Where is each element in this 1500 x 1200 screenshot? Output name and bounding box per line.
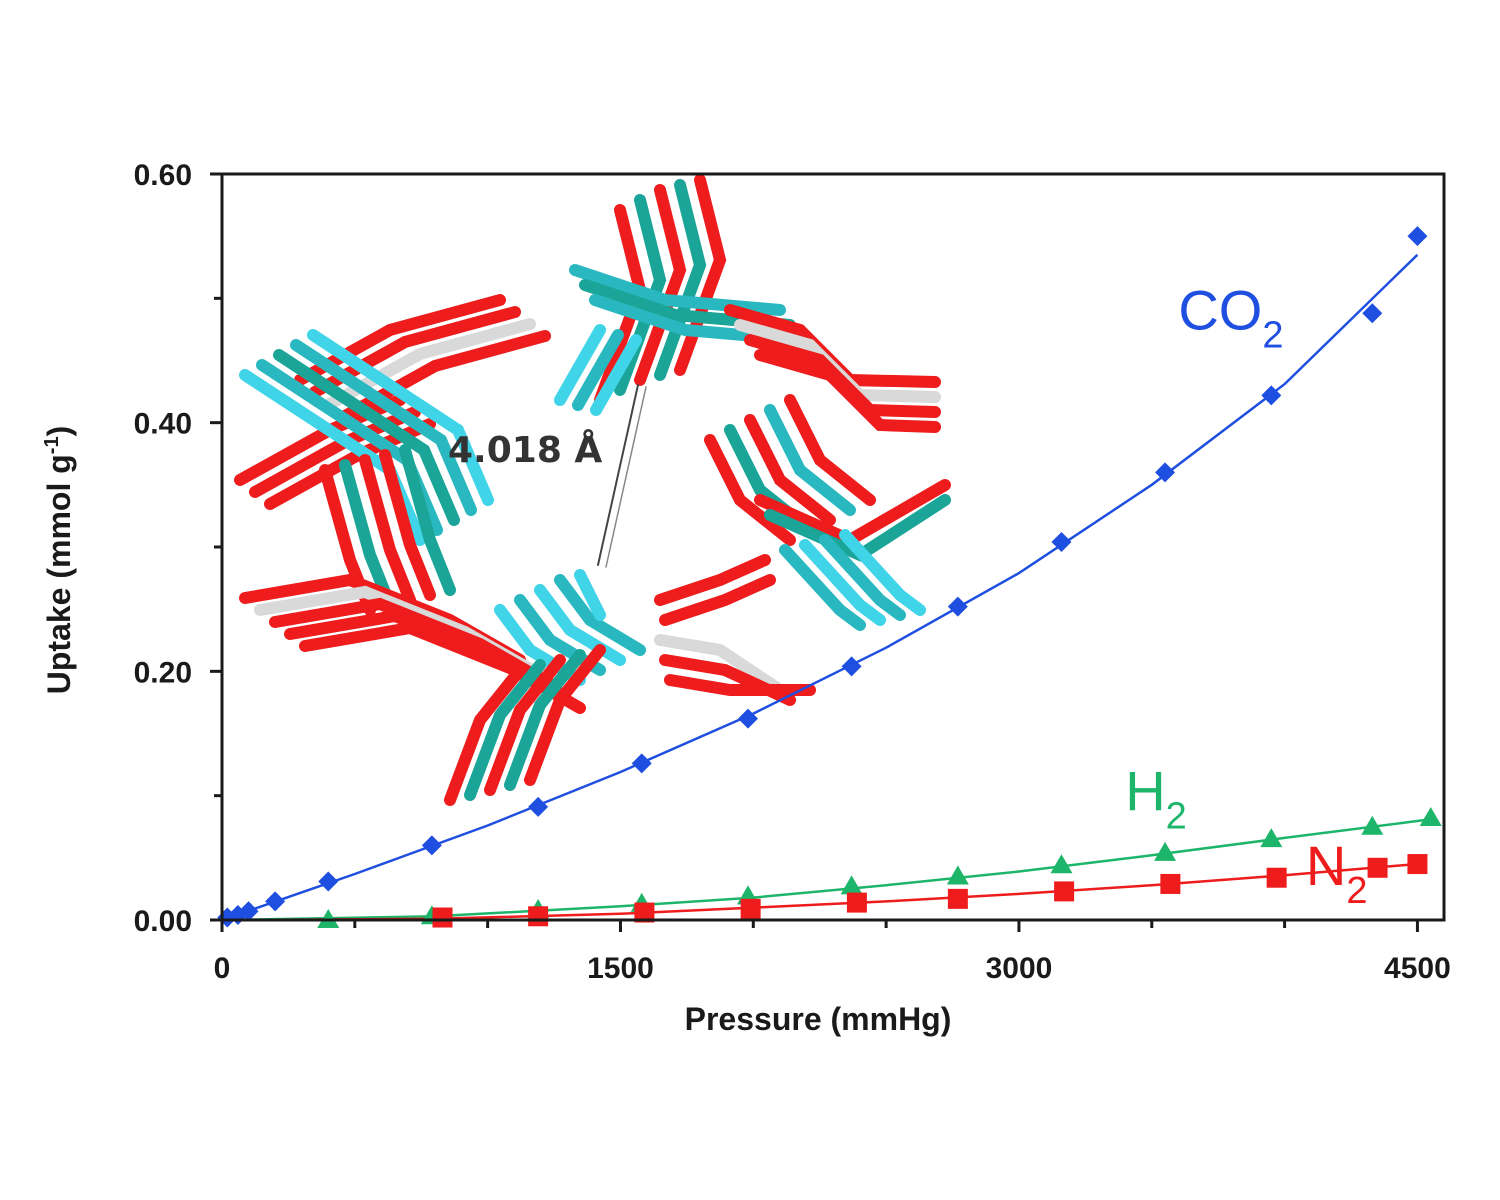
series-label-h2: H2 bbox=[1125, 760, 1187, 838]
data-point-h2 bbox=[946, 865, 969, 885]
data-point-co2 bbox=[631, 753, 652, 774]
data-point-co2 bbox=[841, 656, 862, 677]
axis-ticks bbox=[210, 172, 1419, 932]
data-point-h2 bbox=[1419, 807, 1442, 827]
x-tick-label: 0 bbox=[214, 952, 231, 985]
series-label-co2: CO2 bbox=[1178, 278, 1283, 356]
data-point-n2 bbox=[634, 902, 655, 923]
fit-line-h2 bbox=[222, 818, 1431, 920]
data-point-h2 bbox=[840, 875, 863, 895]
data-point-n2 bbox=[432, 907, 453, 928]
data-point-n2 bbox=[1407, 854, 1428, 875]
series-label-sub: 2 bbox=[1166, 796, 1187, 838]
data-point-n2 bbox=[740, 898, 761, 919]
fit-curves bbox=[222, 253, 1431, 920]
data-point-co2 bbox=[421, 835, 442, 856]
data-point-co2 bbox=[1261, 385, 1282, 406]
data-point-co2 bbox=[737, 708, 758, 729]
x-tick-label: 3000 bbox=[986, 952, 1053, 985]
data-point-co2 bbox=[1407, 226, 1428, 247]
data-point-n2 bbox=[846, 892, 867, 913]
data-point-co2 bbox=[1362, 303, 1383, 324]
y-axis-title-close: ) bbox=[41, 426, 77, 437]
series-label-sub: 2 bbox=[1262, 314, 1283, 356]
crystal-structure-inset bbox=[234, 174, 951, 806]
series-label-main: H bbox=[1125, 760, 1165, 823]
data-point-co2 bbox=[318, 871, 339, 892]
y-axis-title-sup: -1 bbox=[41, 436, 63, 454]
series-label-n2: N2 bbox=[1306, 834, 1368, 912]
data-point-h2 bbox=[1361, 815, 1384, 835]
data-point-n2 bbox=[1266, 867, 1287, 888]
data-point-h2 bbox=[1050, 854, 1073, 874]
data-point-n2 bbox=[1054, 881, 1075, 902]
x-axis-title: Pressure (mmHg) bbox=[685, 1001, 952, 1037]
x-tick-label: 4500 bbox=[1384, 952, 1451, 985]
x-axis-tick-labels: 0 1500 3000 4500 bbox=[214, 952, 1451, 985]
fit-line-co2 bbox=[222, 253, 1419, 920]
series-label-main: CO bbox=[1178, 278, 1262, 341]
data-point-co2 bbox=[1155, 462, 1176, 483]
x-tick-label: 1500 bbox=[587, 952, 654, 985]
y-tick-label: 0.20 bbox=[134, 656, 192, 689]
y-tick-label: 0.40 bbox=[134, 408, 192, 441]
y-axis-tick-labels: 0.00 0.20 0.40 0.60 bbox=[134, 159, 192, 938]
data-point-n2 bbox=[528, 906, 549, 927]
data-point-co2 bbox=[1051, 532, 1072, 553]
data-point-h2 bbox=[1154, 841, 1177, 861]
data-point-n2 bbox=[1367, 857, 1388, 878]
data-markers bbox=[217, 226, 1442, 928]
data-point-co2 bbox=[265, 891, 286, 912]
distance-annotation: 4.018 Å bbox=[448, 429, 602, 471]
data-point-n2 bbox=[947, 888, 968, 909]
y-tick-label: 0.00 bbox=[134, 905, 192, 938]
data-point-co2 bbox=[238, 901, 259, 922]
data-point-h2 bbox=[1260, 828, 1283, 848]
y-axis-title: Uptake (mmol g-1) bbox=[41, 426, 77, 694]
data-point-co2 bbox=[947, 596, 968, 617]
y-axis-title-main: Uptake (mmol g bbox=[41, 454, 77, 694]
series-label-main: N bbox=[1306, 834, 1346, 897]
fit-line-n2 bbox=[222, 862, 1418, 920]
series-label-sub: 2 bbox=[1346, 870, 1367, 912]
y-tick-label: 0.60 bbox=[134, 159, 192, 192]
data-point-n2 bbox=[1160, 873, 1181, 894]
data-point-co2 bbox=[528, 796, 549, 817]
